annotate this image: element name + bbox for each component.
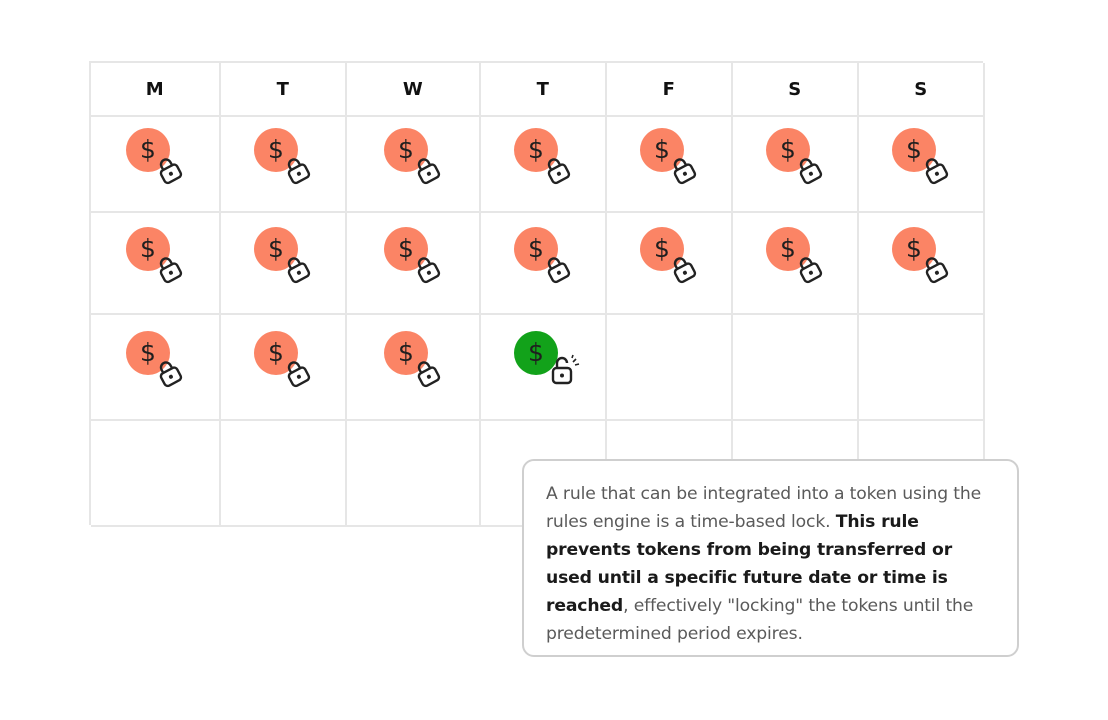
padlock-closed-icon (412, 253, 444, 285)
calendar-day-cell: $ (347, 117, 481, 213)
day-header: W (347, 63, 481, 117)
dollar-coin-icon: $ (514, 128, 558, 172)
calendar-day-cell: $ (733, 117, 859, 213)
dollar-coin-icon: $ (254, 227, 298, 271)
locked-token: $ (508, 128, 578, 188)
padlock-closed-icon (668, 154, 700, 186)
locked-token: $ (120, 331, 190, 391)
locked-token: $ (760, 227, 830, 287)
calendar-day-cell: $ (607, 213, 733, 315)
calendar-day-cell: $ (607, 117, 733, 213)
locked-token: $ (886, 227, 956, 287)
dollar-coin-icon: $ (766, 227, 810, 271)
token-lock-calendar: M T W T F S S $ $ $ $ $ $ $ $ $ $ $ $ $ $ $ $ $ $ (89, 61, 985, 527)
dollar-coin-icon: $ (254, 331, 298, 375)
padlock-closed-icon (282, 154, 314, 186)
locked-token: $ (760, 128, 830, 188)
day-header: S (859, 63, 985, 117)
calendar-day-cell (607, 315, 733, 421)
locked-token: $ (248, 128, 318, 188)
padlock-closed-icon (154, 357, 186, 389)
dollar-coin-icon: $ (640, 227, 684, 271)
day-header: F (607, 63, 733, 117)
dollar-coin-icon: $ (126, 331, 170, 375)
padlock-closed-icon (794, 253, 826, 285)
padlock-closed-icon (412, 154, 444, 186)
calendar-day-cell: $ (859, 213, 985, 315)
dollar-coin-icon: $ (384, 227, 428, 271)
callout-text-emphasis: This rule prevents tokens from being tra… (546, 512, 953, 616)
calendar-day-cell: $ (91, 117, 221, 213)
callout-text-outro: , effectively "locking" the tokens until… (546, 596, 974, 644)
dollar-coin-icon: $ (126, 128, 170, 172)
calendar-day-cell: $ (221, 117, 347, 213)
padlock-closed-icon (412, 357, 444, 389)
calendar-day-cell: $ (859, 117, 985, 213)
calendar-day-cell: $ (221, 213, 347, 315)
calendar-day-cell: $ (347, 315, 481, 421)
calendar-day-cell (91, 421, 221, 527)
locked-token: $ (886, 128, 956, 188)
padlock-closed-icon (282, 253, 314, 285)
padlock-open-icon (550, 353, 590, 389)
explanation-callout: A rule that can be integrated into a tok… (522, 459, 1019, 657)
locked-token: $ (378, 128, 448, 188)
padlock-closed-icon (542, 253, 574, 285)
locked-token: $ (120, 227, 190, 287)
calendar-day-cell (347, 421, 481, 527)
dollar-coin-icon: $ (384, 128, 428, 172)
locked-token: $ (508, 227, 578, 287)
callout-text-intro: A rule that can be integrated into a tok… (546, 484, 982, 532)
calendar-day-cell (859, 315, 985, 421)
dollar-coin-icon: $ (892, 128, 936, 172)
padlock-closed-icon (282, 357, 314, 389)
calendar-day-cell: $ (347, 213, 481, 315)
calendar-day-cell: $ (481, 315, 607, 421)
locked-token: $ (634, 227, 704, 287)
padlock-closed-icon (154, 154, 186, 186)
day-header: M (91, 63, 221, 117)
day-header: T (221, 63, 347, 117)
calendar-day-cell (221, 421, 347, 527)
locked-token: $ (248, 331, 318, 391)
dollar-coin-icon: $ (254, 128, 298, 172)
locked-token: $ (248, 227, 318, 287)
unlocked-token: $ (508, 331, 580, 391)
dollar-coin-icon: $ (640, 128, 684, 172)
locked-token: $ (378, 227, 448, 287)
dollar-coin-icon: $ (766, 128, 810, 172)
dollar-coin-icon: $ (384, 331, 428, 375)
padlock-closed-icon (154, 253, 186, 285)
calendar-day-cell: $ (91, 213, 221, 315)
calendar-day-cell: $ (91, 315, 221, 421)
padlock-closed-icon (542, 154, 574, 186)
dollar-coin-icon: $ (514, 331, 558, 375)
padlock-closed-icon (794, 154, 826, 186)
locked-token: $ (378, 331, 448, 391)
calendar-day-cell: $ (221, 315, 347, 421)
padlock-closed-icon (920, 253, 952, 285)
dollar-coin-icon: $ (892, 227, 936, 271)
dollar-coin-icon: $ (514, 227, 558, 271)
padlock-closed-icon (668, 253, 700, 285)
calendar-day-cell (733, 315, 859, 421)
locked-token: $ (634, 128, 704, 188)
calendar-day-cell: $ (481, 117, 607, 213)
dollar-coin-icon: $ (126, 227, 170, 271)
day-header: T (481, 63, 607, 117)
calendar-day-cell: $ (733, 213, 859, 315)
padlock-closed-icon (920, 154, 952, 186)
day-header: S (733, 63, 859, 117)
locked-token: $ (120, 128, 190, 188)
calendar-day-cell: $ (481, 213, 607, 315)
